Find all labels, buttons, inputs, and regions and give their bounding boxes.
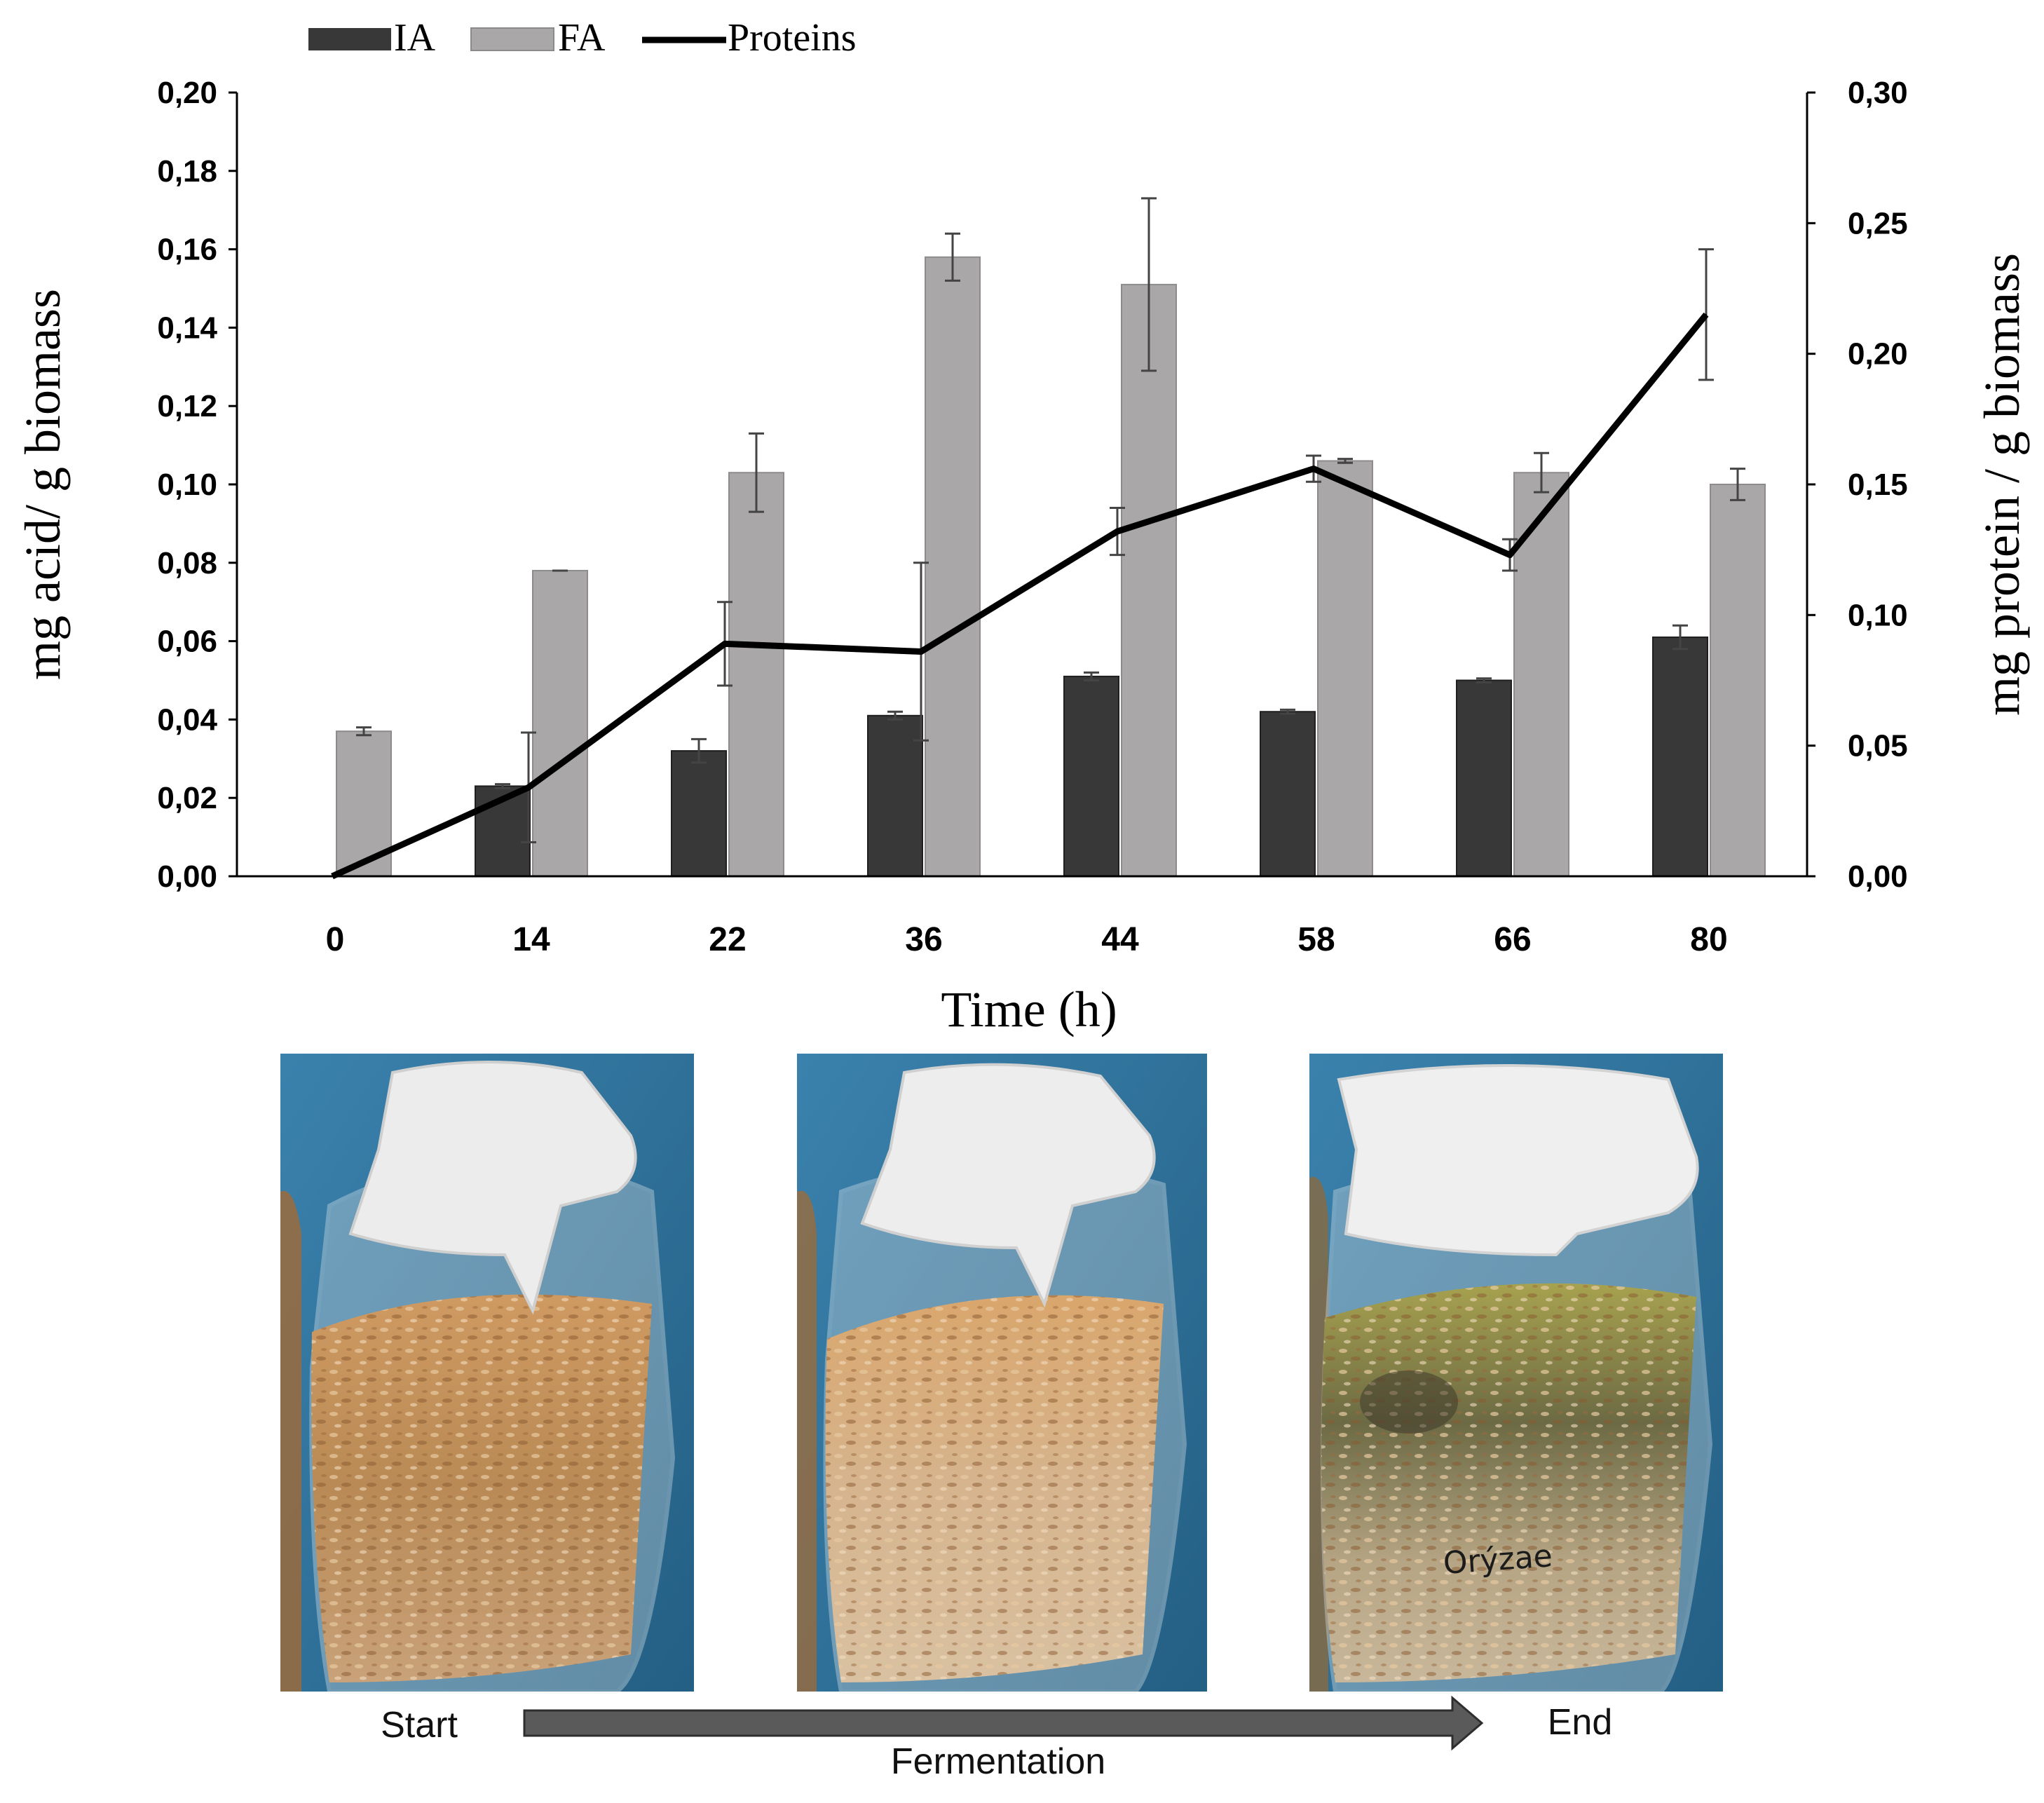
proteins-point xyxy=(1117,531,1118,533)
left-tick-label: 0,06 xyxy=(157,625,217,659)
proteins-point xyxy=(1509,554,1511,556)
bar-ia xyxy=(671,750,727,877)
legend-swatch-fa xyxy=(470,27,554,51)
bar-ia xyxy=(1260,711,1316,877)
end-label: End xyxy=(1548,1702,1613,1743)
bar-ia xyxy=(1652,637,1708,877)
photo-jar-middle xyxy=(797,1054,1207,1694)
left-tick-label: 0,12 xyxy=(157,389,217,423)
left-tick-label: 0,00 xyxy=(157,859,217,894)
x-axis-ticks: 0 14 22 36 44 58 66 80 xyxy=(326,921,1728,958)
right-tick-label: 0,00 xyxy=(1848,859,1908,894)
bar-fa xyxy=(1513,472,1569,877)
photo-jar-end: Orýzae xyxy=(1309,1054,1723,1694)
right-tick-label: 0,20 xyxy=(1848,337,1908,372)
proteins-point xyxy=(724,643,725,645)
fermentation-label: Fermentation xyxy=(891,1741,1105,1782)
bar-ia xyxy=(1456,679,1512,877)
bar-ia xyxy=(1063,675,1119,877)
right-axis-ticks: 0,00 0,05 0,10 0,15 0,20 0,25 0,30 xyxy=(1807,76,1908,894)
bar-fa xyxy=(925,256,981,877)
left-tick-label: 0,16 xyxy=(157,233,217,267)
x-tick-label: 36 xyxy=(905,921,942,958)
left-tick-label: 0,02 xyxy=(157,781,217,815)
right-tick-label: 0,15 xyxy=(1848,468,1908,502)
legend-label-ia: IA xyxy=(394,16,436,60)
x-tick-label: 58 xyxy=(1297,921,1335,958)
plot-area: 0,00 0,02 0,04 0,06 0,08 0,10 0,12 0,14 0,16 0,18… xyxy=(157,76,1907,958)
photo-jar-start xyxy=(280,1054,694,1694)
fermentation-arrow xyxy=(523,1695,1484,1751)
x-tick-label: 22 xyxy=(709,921,746,958)
x-tick-label: 44 xyxy=(1101,921,1139,958)
left-tick-label: 0,04 xyxy=(157,702,217,737)
left-tick-label: 0,14 xyxy=(157,311,217,345)
left-tick-label: 0,20 xyxy=(157,76,217,110)
left-tick-label: 0,08 xyxy=(157,546,217,580)
proteins-point xyxy=(1705,313,1707,315)
bar-fa xyxy=(728,472,784,877)
proteins-point xyxy=(920,651,922,653)
bar-fa xyxy=(1121,283,1177,878)
bar-group xyxy=(336,256,1766,878)
proteins-point xyxy=(528,787,529,789)
legend-swatch-ia xyxy=(308,28,391,50)
x-tick-label: 80 xyxy=(1690,921,1727,958)
y2-axis-title: mg protein / g biomass xyxy=(1974,253,2030,716)
bar-fa xyxy=(1317,460,1373,877)
left-tick-label: 0,18 xyxy=(157,154,217,189)
x-axis-title: Time (h) xyxy=(941,981,1117,1037)
bar-fa xyxy=(1710,484,1766,877)
x-tick-label: 66 xyxy=(1494,921,1531,958)
bar-error-bars xyxy=(356,197,1745,789)
right-tick-label: 0,25 xyxy=(1848,206,1908,240)
legend-label-proteins: Proteins xyxy=(728,16,857,60)
jar-handwriting: Orýzae xyxy=(1442,1538,1553,1581)
proteins-point xyxy=(1313,468,1314,470)
right-tick-label: 0,05 xyxy=(1848,729,1908,763)
legend: IA FA Proteins xyxy=(308,16,857,60)
bar-fa xyxy=(532,569,588,877)
proteins-line xyxy=(331,312,1709,880)
y-axis-title: mg acid/ g biomass xyxy=(15,289,71,680)
start-label: Start xyxy=(381,1705,458,1746)
right-tick-label: 0,30 xyxy=(1848,76,1908,110)
x-tick-label: 0 xyxy=(326,921,345,958)
left-tick-label: 0,10 xyxy=(157,468,217,502)
protein-line-layer xyxy=(331,248,1714,880)
right-tick-label: 0,10 xyxy=(1848,598,1908,632)
x-tick-label: 14 xyxy=(512,921,550,958)
legend-label-fa: FA xyxy=(558,16,606,60)
left-axis-ticks: 0,00 0,02 0,04 0,06 0,08 0,10 0,12 0,14 0,16 0,18… xyxy=(157,76,237,894)
